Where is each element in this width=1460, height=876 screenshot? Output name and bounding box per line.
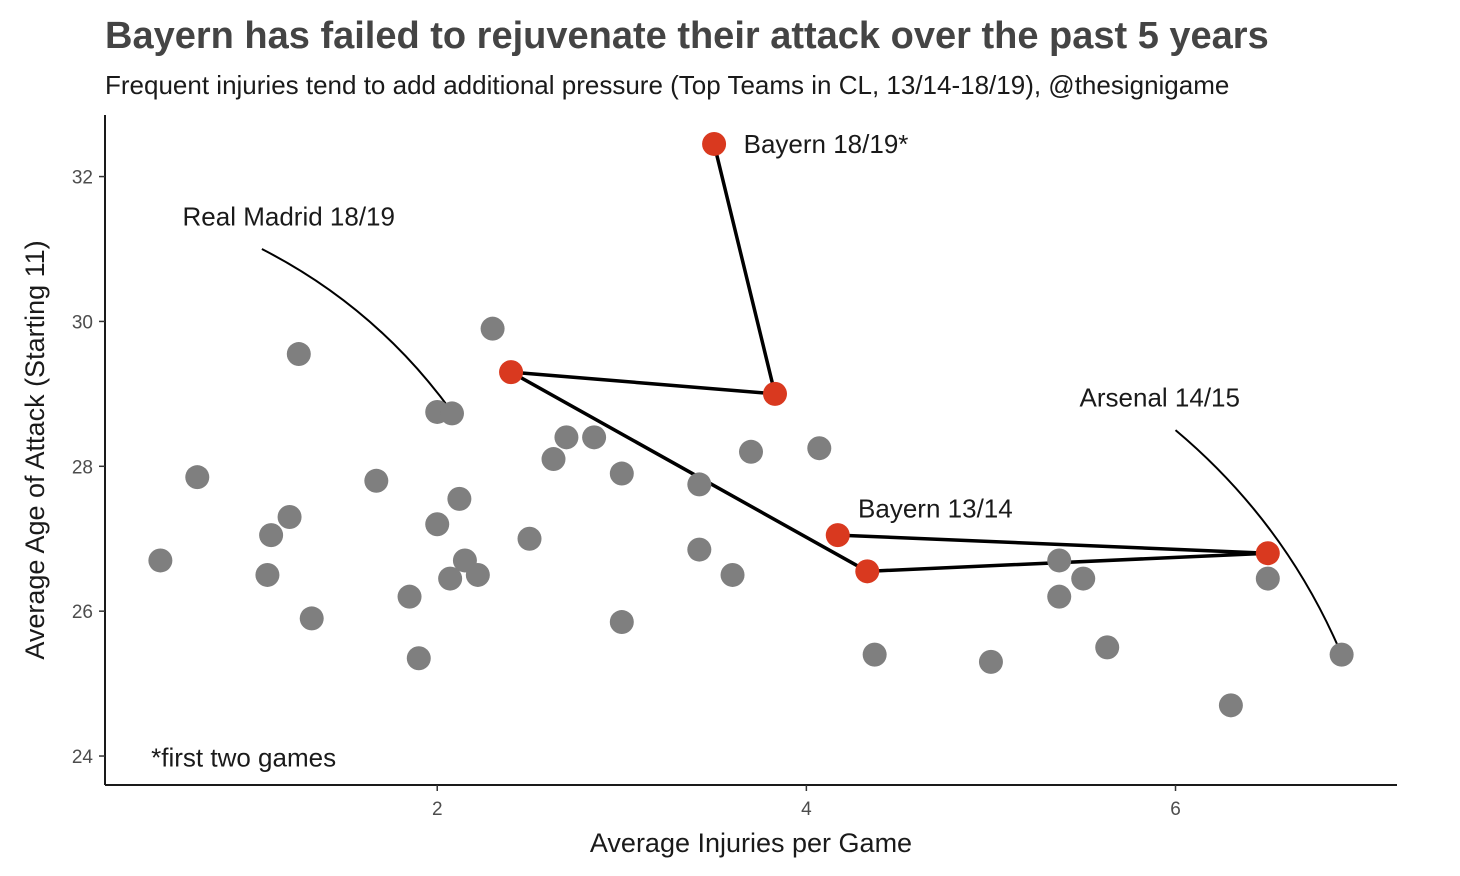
- team-point: [397, 584, 422, 609]
- annotation-label: Real Madrid 18/19: [183, 201, 395, 231]
- team-point: [978, 649, 1003, 674]
- team-point: [517, 526, 542, 551]
- annotation-label: Bayern 18/19*: [744, 129, 909, 159]
- bayern-path-line: [509, 143, 1270, 574]
- y-tick-label: 24: [72, 747, 94, 768]
- annotation-arrows: [261, 248, 1343, 656]
- team-point: [1047, 548, 1072, 573]
- bayern-point: [762, 381, 787, 406]
- bayern-points: [499, 131, 1280, 584]
- team-point: [609, 610, 634, 635]
- y-tick-label: 28: [72, 457, 93, 478]
- x-tick-label: 4: [801, 799, 812, 820]
- team-point: [277, 505, 302, 529]
- team-point: [541, 447, 566, 472]
- team-point: [807, 436, 832, 461]
- team-point: [1095, 635, 1120, 660]
- team-point: [185, 465, 210, 490]
- bayern-point: [1255, 541, 1280, 566]
- team-point: [720, 562, 745, 587]
- x-axis-label: Average Injuries per Game: [590, 828, 912, 858]
- team-point: [554, 425, 579, 450]
- x-tick-label: 2: [432, 799, 443, 820]
- annotation-curve: [261, 248, 453, 413]
- chart-subtitle: Frequent injuries tend to add additional…: [105, 70, 1229, 100]
- team-point: [439, 401, 464, 426]
- annotation-label: Arsenal 14/15: [1080, 382, 1240, 412]
- team-point: [582, 425, 607, 450]
- team-point: [148, 548, 173, 573]
- bayern-trajectory: [509, 143, 1270, 574]
- team-point: [687, 472, 712, 497]
- team-point: [406, 646, 431, 671]
- annotation-label: *first two games: [151, 742, 336, 772]
- bayern-point: [499, 360, 524, 385]
- team-point: [1255, 566, 1280, 591]
- team-point: [1047, 584, 1072, 609]
- team-point: [465, 562, 490, 587]
- annotation-label: Bayern 13/14: [858, 493, 1013, 523]
- team-point: [425, 512, 450, 537]
- bayern-point: [825, 523, 850, 548]
- y-tick-label: 32: [72, 168, 93, 189]
- bayern-point: [855, 559, 880, 584]
- axes: [104, 115, 1397, 786]
- team-point: [1329, 642, 1354, 667]
- y-tick-label: 30: [72, 312, 93, 333]
- y-axis-label: Average Age of Attack (Starting 11): [20, 240, 50, 659]
- bayern-point: [702, 131, 727, 156]
- team-point: [438, 566, 463, 591]
- annotation-curve: [1174, 429, 1343, 656]
- team-point: [299, 606, 324, 631]
- team-point: [687, 537, 712, 562]
- team-point: [364, 468, 389, 493]
- team-point: [480, 316, 505, 341]
- team-point: [609, 461, 634, 486]
- team-point: [1218, 693, 1243, 718]
- y-tick-label: 26: [72, 602, 93, 623]
- team-point: [447, 486, 472, 511]
- team-point: [259, 523, 284, 548]
- other-teams-points: [148, 316, 1354, 718]
- annotations: Bayern 18/19* Bayern 13/14 Real Madrid 18/…: [151, 129, 1240, 773]
- team-point: [255, 562, 280, 587]
- team-point: [739, 439, 763, 464]
- team-point: [286, 342, 311, 367]
- team-point: [1071, 566, 1096, 591]
- x-tick-label: 6: [1170, 799, 1181, 820]
- team-point: [862, 642, 887, 667]
- chart-title: Bayern has failed to rejuvenate their at…: [105, 15, 1269, 57]
